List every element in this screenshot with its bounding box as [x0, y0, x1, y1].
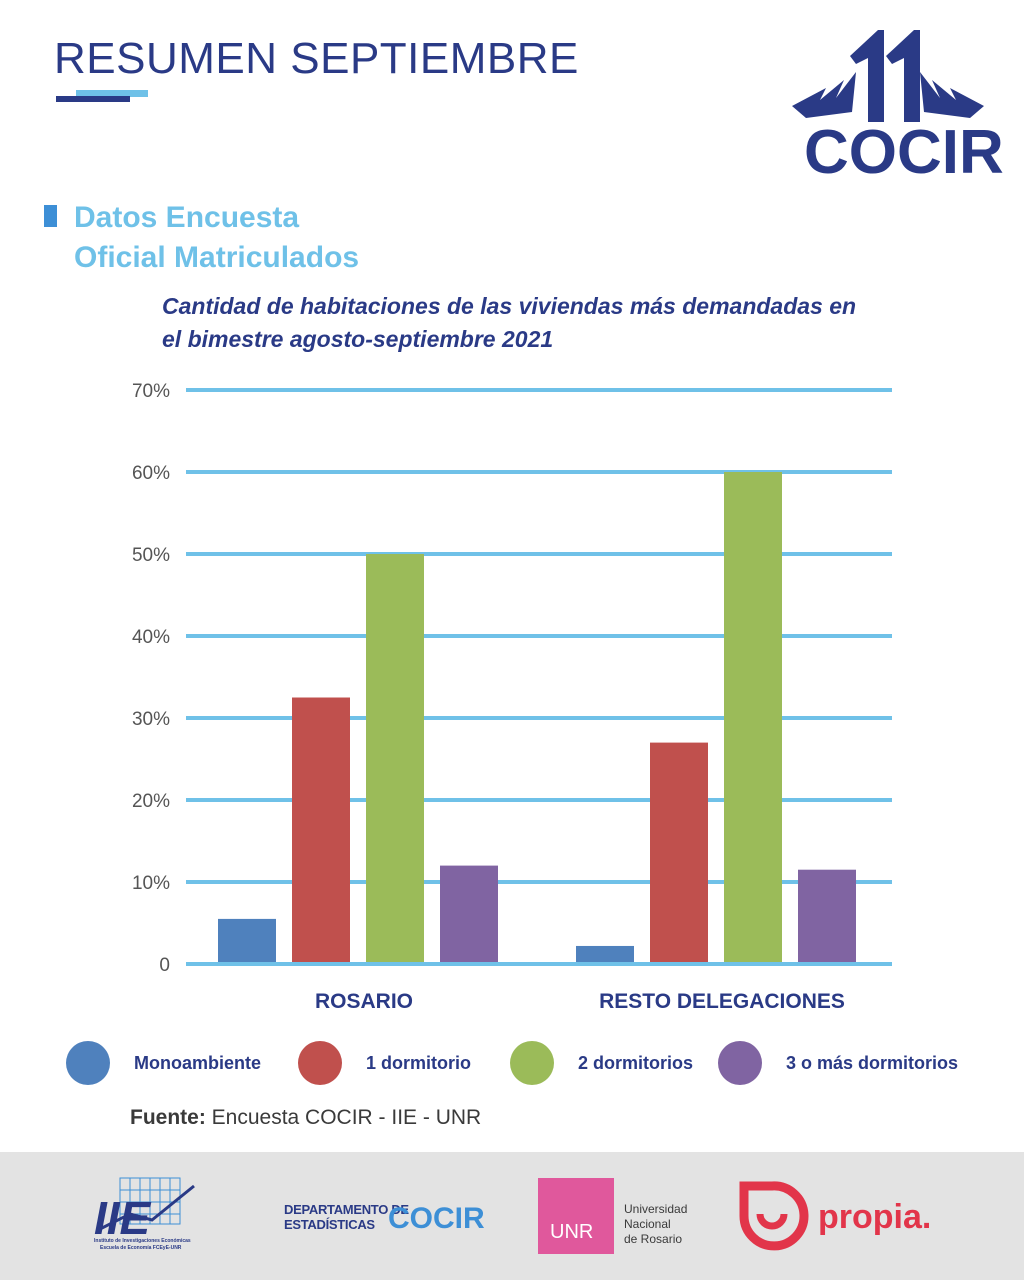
departamento-estadisticas-logo: DEPARTAMENTO DE ESTADÍSTICAS COCIR	[284, 1202, 485, 1234]
bar	[576, 945, 634, 964]
bar	[440, 865, 498, 964]
chart-title-line2: el bimestre agosto-septiembre 2021	[162, 326, 554, 352]
y-tick-label: 60%	[132, 463, 170, 484]
x-category-label: ROSARIO	[315, 990, 413, 1013]
unr-line3: de Rosario	[624, 1232, 683, 1246]
page-title: RESUMEN SEPTIEMBRE	[54, 34, 579, 83]
bar	[218, 918, 276, 964]
chart-legend: Monoambiente 1 dormitorio 2 dormitorios …	[66, 1040, 986, 1086]
legend-item-2-dormitorios: 2 dormitorios	[510, 1040, 693, 1086]
legend-swatch	[66, 1041, 110, 1085]
legend-item-1-dormitorio: 1 dormitorio	[298, 1040, 471, 1086]
bar	[798, 869, 856, 964]
title-underline-accent	[76, 90, 148, 97]
legend-label: 1 dormitorio	[366, 1052, 472, 1073]
propia-logo-text: propia.	[818, 1198, 932, 1236]
bar	[366, 554, 424, 964]
propia-icon	[739, 1181, 809, 1251]
svg-text:IIE: IIE	[94, 1192, 152, 1244]
section-title-line2: Oficial Matriculados	[74, 241, 360, 274]
y-tick-label: 50%	[132, 545, 170, 566]
y-tick-label: 70%	[132, 381, 170, 402]
legend-item-3-o-mas-dormitorios: 3 o más dormitorios	[718, 1040, 958, 1086]
section-title-line1: Datos Encuesta	[74, 201, 300, 234]
cocir-anniversary-logo	[792, 30, 984, 122]
legend-label: 2 dormitorios	[578, 1052, 694, 1073]
section-marker	[44, 205, 57, 227]
dep-line2: ESTADÍSTICAS	[284, 1217, 375, 1232]
x-category-label: RESTO DELEGACIONES	[599, 990, 845, 1013]
unr-logo: UNR	[538, 1178, 614, 1254]
dep-brand: COCIR	[388, 1202, 485, 1235]
unr-name: Universidad Nacional de Rosario	[624, 1202, 687, 1247]
unr-line2: Nacional	[624, 1217, 671, 1231]
legend-swatch	[510, 1041, 554, 1085]
legend-label: 3 o más dormitorios	[786, 1052, 959, 1073]
legend-item-monoambiente: Monoambiente	[66, 1040, 261, 1086]
bar	[650, 742, 708, 964]
bar	[724, 472, 782, 964]
source-label: Fuente:	[130, 1106, 206, 1129]
y-tick-label: 0	[159, 955, 170, 976]
legend-swatch	[718, 1041, 762, 1085]
iie-caption-line2: Escuela de Economía FCEyE-UNR	[100, 1245, 182, 1251]
legend-label: Monoambiente	[134, 1052, 262, 1073]
source-text: Encuesta COCIR - IIE - UNR	[205, 1106, 482, 1129]
y-tick-label: 30%	[132, 709, 170, 730]
unr-mark: UNR	[550, 1221, 594, 1243]
chart-title-line1: Cantidad de habitaciones de las vivienda…	[162, 293, 857, 319]
source-note: Fuente: Encuesta COCIR - IIE - UNR	[130, 1106, 481, 1130]
footer-sponsors: IIE Instituto de Investigaciones Económi…	[0, 1152, 1024, 1280]
y-tick-label: 10%	[132, 873, 170, 894]
unr-line1: Universidad	[624, 1202, 688, 1216]
bar-chart: 0 10% 20% 30% 40% 50% 60% 70% ROSARIO RESTO DELEG…	[132, 381, 892, 1013]
chart-title: Cantidad de habitaciones de las vivienda…	[162, 290, 922, 356]
cocir-logo-text: COCIR	[804, 118, 1004, 187]
title-underline	[56, 96, 130, 102]
dep-line1: DEPARTAMENTO DE	[284, 1202, 409, 1217]
iie-caption-line1: Instituto de Investigaciones Económicas	[94, 1238, 191, 1244]
section-title: Datos Encuesta Oficial Matriculados	[74, 198, 494, 278]
iie-logo: IIE	[94, 1177, 195, 1244]
bar	[292, 697, 350, 964]
y-tick-label: 20%	[132, 791, 170, 812]
legend-swatch	[298, 1041, 342, 1085]
y-tick-label: 40%	[132, 627, 170, 648]
